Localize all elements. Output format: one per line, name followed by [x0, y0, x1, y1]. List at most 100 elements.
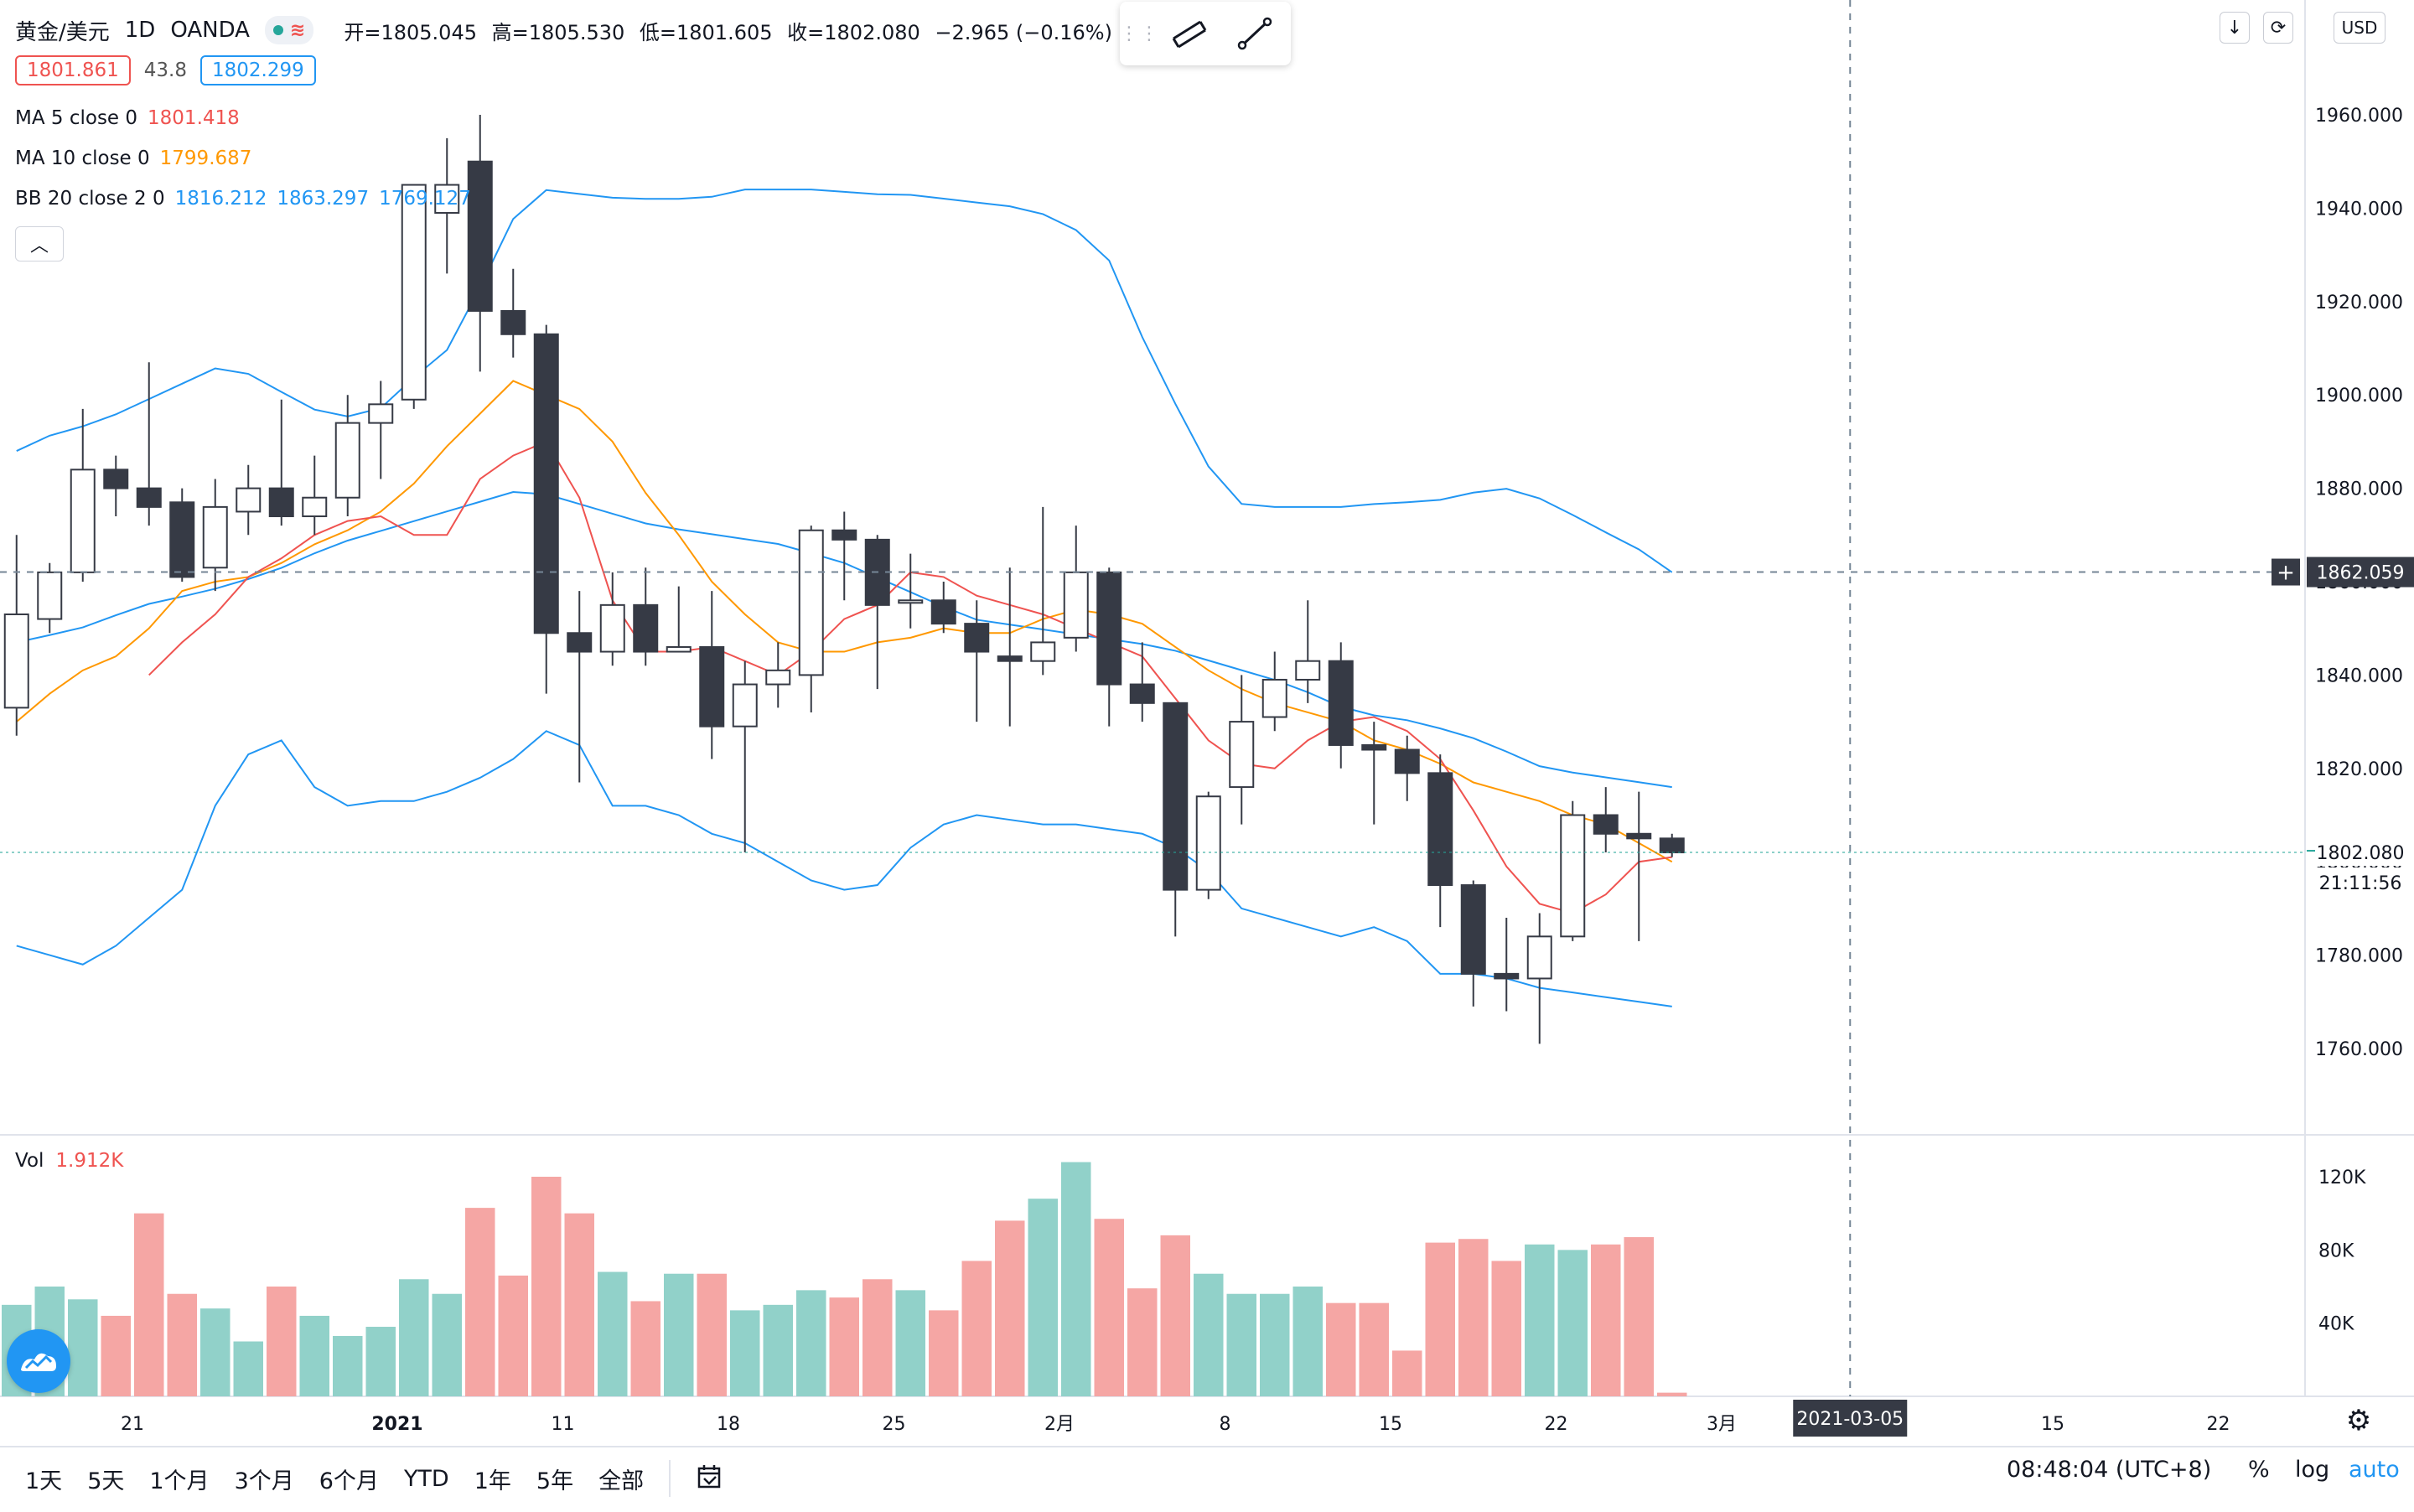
volume-bar: [1194, 1273, 1224, 1396]
candle-body: [1261, 678, 1287, 718]
candle-body: [368, 403, 394, 424]
volume-bar: [1260, 1293, 1290, 1396]
indicator-ma5[interactable]: MA 5 close 0 1801.418: [15, 107, 240, 129]
candle-body: [567, 632, 593, 653]
candle-body: [1626, 832, 1652, 840]
volume-bar: [498, 1275, 528, 1396]
bb-lower-line: [16, 730, 1672, 1007]
market-status[interactable]: ≋: [264, 16, 314, 44]
sell-button[interactable]: 1801.861: [15, 55, 131, 85]
compare-button[interactable]: [696, 1462, 724, 1496]
range-toolbar: 1天 5天 1个月 3个月 6个月 YTD 1年 5年 全部: [0, 1448, 2414, 1509]
range-all-button[interactable]: 全部: [598, 1468, 645, 1494]
range-6m-button[interactable]: 6个月: [319, 1468, 379, 1494]
ma5-value: 1801.418: [148, 107, 240, 129]
tradingview-logo[interactable]: [7, 1329, 70, 1393]
range-ytd-button[interactable]: YTD: [403, 1465, 449, 1492]
last-price-box: [2307, 836, 2414, 867]
volume-bar: [630, 1301, 660, 1396]
bb-basis-value: 1816.212: [174, 188, 267, 210]
symbol-name[interactable]: 黄金/美元: [15, 19, 110, 45]
volume-bar: [267, 1287, 297, 1396]
range-5y-button[interactable]: 5年: [536, 1468, 574, 1494]
plus-icon: +: [2277, 561, 2295, 586]
interval-label[interactable]: 1D: [124, 18, 156, 43]
volume-bar: [399, 1279, 429, 1396]
range-1m-button[interactable]: 1个月: [149, 1468, 210, 1494]
range-1y-button[interactable]: 1年: [474, 1468, 511, 1494]
scroll-to-latest-button[interactable]: ↓: [2220, 12, 2250, 44]
reset-chart-button[interactable]: ⟳: [2263, 12, 2293, 44]
price-tick-label: 1900.000: [2315, 386, 2403, 406]
volume-bar: [1657, 1392, 1687, 1396]
candle-body: [964, 623, 990, 653]
candle-body: [898, 599, 924, 604]
volume-bar: [863, 1279, 893, 1396]
candle-body: [1560, 814, 1586, 938]
time-tick-label: 22: [2207, 1414, 2230, 1435]
volume-bar: [531, 1177, 562, 1396]
time-tick-label: 21: [121, 1414, 144, 1435]
indicator-ma10[interactable]: MA 10 close 0 1799.687: [15, 148, 251, 169]
range-3m-button[interactable]: 3个月: [234, 1468, 294, 1494]
price-tick-label: 1780.000: [2315, 946, 2403, 967]
volume-bar: [1292, 1287, 1323, 1396]
volume-bar: [333, 1335, 363, 1396]
price-tick-label: 1760.000: [2315, 1039, 2403, 1060]
crosshair-price-box: [2307, 557, 2414, 588]
volume-bar: [895, 1290, 925, 1396]
indicator-bb[interactable]: BB 20 close 2 0 1816.212 1863.297 1769.1…: [15, 188, 471, 210]
candle-body: [1394, 748, 1420, 774]
volume-bar: [1326, 1302, 1356, 1396]
quote-row: 1801.861 43.8 1802.299: [15, 55, 316, 85]
candle-body: [1526, 935, 1552, 980]
time-tick-label: 15: [1379, 1414, 1402, 1435]
volume-legend[interactable]: Vol 1.912K: [15, 1150, 123, 1172]
percent-scale-toggle[interactable]: %: [2248, 1457, 2270, 1483]
volume-bar: [1557, 1250, 1588, 1396]
candle-body: [434, 184, 460, 214]
parallel-channel-tool[interactable]: [1157, 2, 1222, 65]
volume-tick-label: 120K: [2318, 1168, 2366, 1188]
parallel-channel-icon: [1172, 20, 1207, 49]
candle-body: [1195, 795, 1221, 891]
auto-scale-toggle[interactable]: auto: [2349, 1457, 2400, 1483]
candle-body: [1427, 772, 1453, 887]
ma5-label: MA 5 close 0: [15, 107, 138, 129]
volume-bar: [1061, 1162, 1091, 1396]
candle-body: [1494, 972, 1520, 980]
broker-label: OANDA: [170, 18, 250, 43]
symbol-header: 黄金/美元 1D OANDA ≋ 开=1805.045 高=1805.530 低…: [15, 13, 1112, 47]
volume-bar: [365, 1327, 396, 1396]
volume-bar: [432, 1293, 462, 1396]
ma10-line: [16, 380, 1673, 863]
volume-bar: [1591, 1244, 1621, 1396]
candle-body: [765, 669, 791, 686]
currency-button[interactable]: USD: [2334, 12, 2386, 44]
bb-upper-line: [16, 189, 1673, 573]
volume-bar: [796, 1290, 826, 1396]
collapse-legend-button[interactable]: ︿: [15, 226, 64, 261]
ohlc-values: 开=1805.045 高=1805.530 低=1801.605 收=1802.…: [344, 20, 1112, 44]
candle-body: [236, 487, 262, 513]
log-scale-toggle[interactable]: log: [2295, 1457, 2330, 1483]
clock-readout[interactable]: 08:48:04 (UTC+8): [2007, 1457, 2212, 1483]
candle-body: [533, 333, 559, 634]
volume-bar: [1624, 1237, 1654, 1396]
tradingview-logo-icon: [21, 1353, 56, 1371]
range-5d-button[interactable]: 5天: [87, 1468, 125, 1494]
last-price-label: 1802.080: [2317, 843, 2405, 864]
range-1d-button[interactable]: 1天: [25, 1468, 63, 1494]
candle-body: [633, 603, 659, 653]
candle-body: [1659, 837, 1685, 854]
volume-bar: [1392, 1350, 1422, 1396]
grip-dots-icon[interactable]: ⋮⋮: [1120, 23, 1160, 44]
candle-body: [169, 501, 195, 578]
volume-bar: [995, 1220, 1025, 1396]
time-tick-label: 2021: [371, 1414, 422, 1435]
trend-line-tool[interactable]: [1222, 2, 1287, 65]
buy-button[interactable]: 1802.299: [199, 55, 316, 85]
candle-body: [930, 599, 956, 625]
